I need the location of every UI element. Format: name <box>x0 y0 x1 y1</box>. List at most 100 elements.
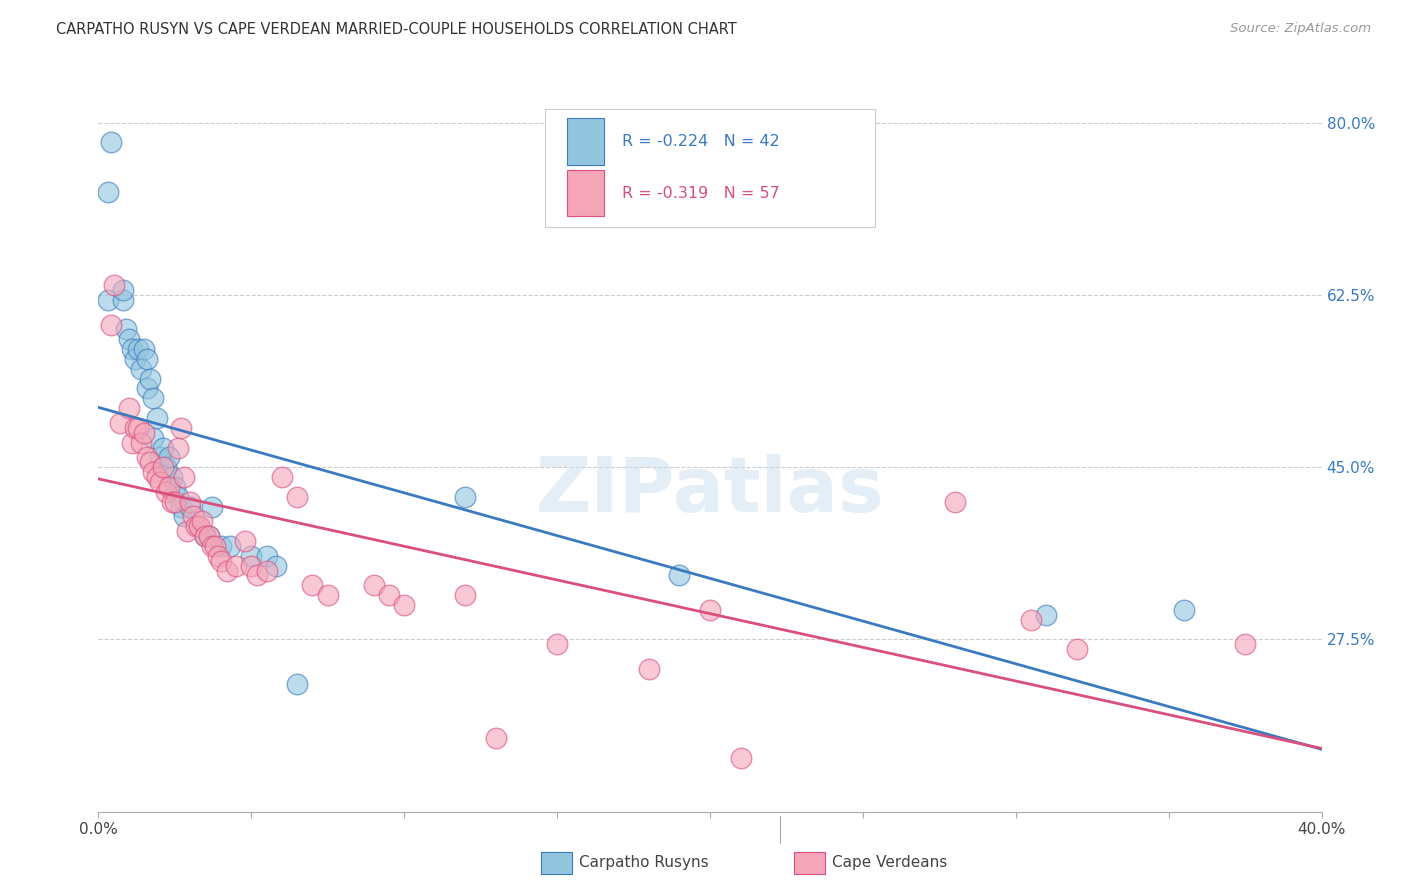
Point <box>167 441 190 455</box>
Point <box>142 465 165 479</box>
Point <box>136 450 159 465</box>
Point <box>124 421 146 435</box>
Point <box>699 603 721 617</box>
Point <box>188 519 211 533</box>
Point <box>167 490 190 504</box>
Point <box>170 500 193 514</box>
Point <box>160 470 183 484</box>
Point <box>115 322 138 336</box>
Point <box>111 283 134 297</box>
Point <box>179 494 201 508</box>
Point <box>157 450 180 465</box>
Point <box>145 470 167 484</box>
Point <box>181 509 204 524</box>
Point <box>264 558 287 573</box>
Point <box>142 431 165 445</box>
Point <box>142 392 165 406</box>
Point <box>943 494 966 508</box>
Point <box>152 441 174 455</box>
Point <box>215 564 238 578</box>
Point <box>173 470 195 484</box>
FancyBboxPatch shape <box>546 109 875 227</box>
Point <box>160 494 183 508</box>
Point <box>204 539 226 553</box>
Point <box>121 435 143 450</box>
Point <box>285 490 308 504</box>
Point <box>363 578 385 592</box>
Point <box>134 342 156 356</box>
Point <box>134 425 156 440</box>
Point <box>145 411 167 425</box>
Point <box>207 549 229 563</box>
Point <box>240 549 263 563</box>
Point <box>136 351 159 366</box>
Point <box>100 136 122 150</box>
Point <box>176 524 198 539</box>
Point <box>637 662 661 676</box>
Point <box>256 564 278 578</box>
Point <box>197 529 219 543</box>
Point <box>127 421 149 435</box>
Point <box>170 421 193 435</box>
Point <box>136 382 159 396</box>
Point <box>155 460 177 475</box>
Point <box>668 568 690 582</box>
Point <box>152 460 174 475</box>
Point <box>121 342 143 356</box>
Point <box>173 509 195 524</box>
Text: ZIPatlas: ZIPatlas <box>536 454 884 527</box>
Point <box>485 731 508 745</box>
Point <box>285 677 308 691</box>
Point <box>197 529 219 543</box>
Point <box>194 529 217 543</box>
Point <box>546 637 568 651</box>
Point <box>111 293 134 307</box>
Point <box>194 529 217 543</box>
Point <box>179 500 201 514</box>
Point <box>1066 642 1088 657</box>
Point <box>157 480 180 494</box>
Point <box>163 494 186 508</box>
Point <box>163 480 186 494</box>
Point <box>149 475 172 489</box>
Point <box>225 558 247 573</box>
Point <box>191 514 214 528</box>
FancyBboxPatch shape <box>567 169 603 216</box>
Point <box>301 578 323 592</box>
Point <box>240 558 263 573</box>
Point <box>103 278 125 293</box>
Point <box>219 539 242 553</box>
Point <box>100 318 122 332</box>
Text: Cape Verdeans: Cape Verdeans <box>832 855 948 870</box>
Point <box>270 470 292 484</box>
Point <box>108 416 131 430</box>
Point <box>118 401 141 416</box>
Point <box>454 588 477 602</box>
Point <box>129 435 152 450</box>
Point <box>139 455 162 469</box>
Point <box>209 554 232 568</box>
Point <box>246 568 269 582</box>
Text: R = -0.319   N = 57: R = -0.319 N = 57 <box>621 186 780 201</box>
Point <box>97 185 120 199</box>
Point <box>186 519 208 533</box>
Point <box>256 549 278 563</box>
Point <box>129 361 152 376</box>
Text: CARPATHO RUSYN VS CAPE VERDEAN MARRIED-COUPLE HOUSEHOLDS CORRELATION CHART: CARPATHO RUSYN VS CAPE VERDEAN MARRIED-C… <box>56 22 737 37</box>
Y-axis label: Married-couple Households: Married-couple Households <box>0 351 7 559</box>
Point <box>730 750 752 764</box>
Point <box>1019 613 1042 627</box>
FancyBboxPatch shape <box>567 119 603 165</box>
Text: Carpatho Rusyns: Carpatho Rusyns <box>579 855 709 870</box>
Point <box>149 450 172 465</box>
Point <box>378 588 401 602</box>
Point <box>1035 607 1057 622</box>
Point <box>1234 637 1257 651</box>
Point <box>200 539 222 553</box>
Point <box>200 500 222 514</box>
Point <box>127 342 149 356</box>
Text: R = -0.224   N = 42: R = -0.224 N = 42 <box>621 134 780 149</box>
Point <box>209 539 232 553</box>
Point <box>188 519 211 533</box>
Point <box>316 588 339 602</box>
